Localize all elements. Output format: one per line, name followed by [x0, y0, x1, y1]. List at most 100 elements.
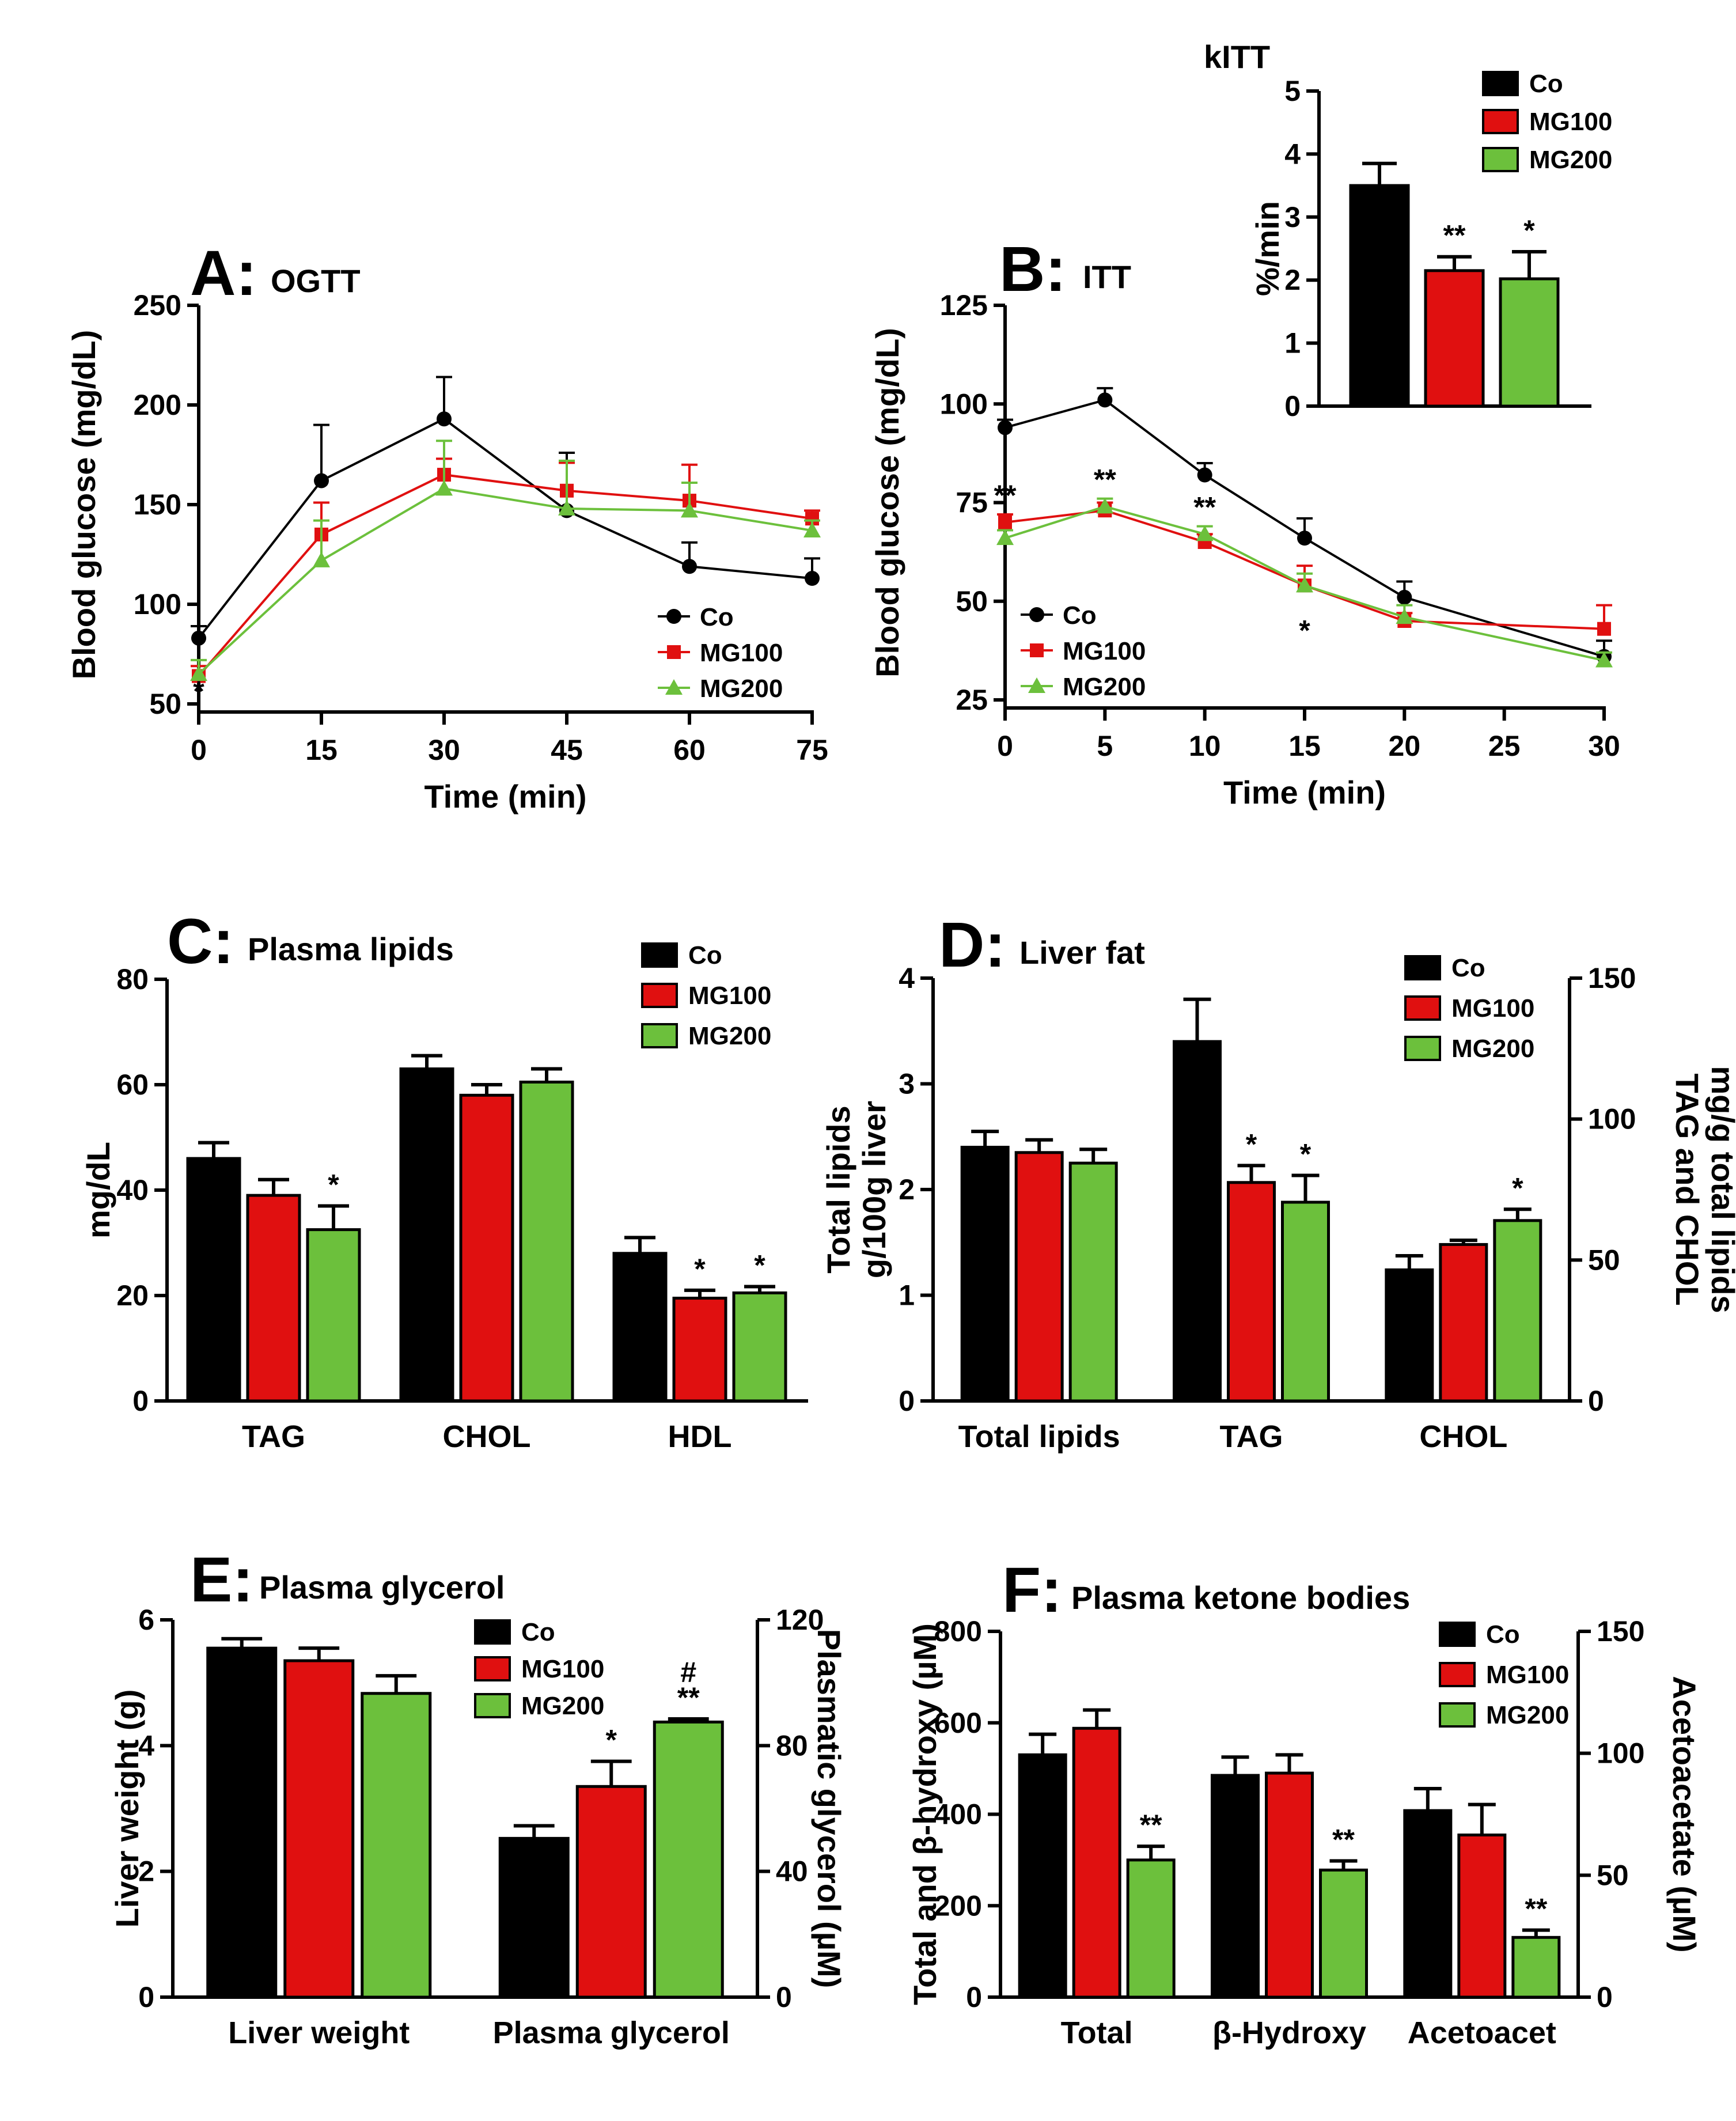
bar-mg100 [283, 1659, 355, 1999]
bar-mg200 [1511, 1936, 1561, 1999]
data-point-co [682, 559, 697, 574]
significance-marker: * [1299, 614, 1310, 646]
legend-marker-mg100 [1030, 643, 1044, 657]
legend-swatch-co [1482, 71, 1519, 96]
legend-marker-co [666, 609, 681, 624]
y2-axis-label: Acetoacetate (µM) [1666, 1676, 1703, 1952]
data-point-co [1397, 589, 1412, 605]
y2-tick-label: 0 [776, 1981, 792, 2013]
bar-co [1211, 1774, 1260, 1999]
legend-label-mg100: MG100 [1529, 108, 1612, 136]
y2-tick-label: 50 [1588, 1244, 1620, 1276]
y-tick-label: 4 [899, 962, 915, 994]
legend-swatch-mg100 [1482, 109, 1519, 134]
x-tick-label: 30 [428, 734, 460, 766]
y-tick-label: 60 [116, 1069, 149, 1101]
significance-marker: * [754, 1249, 765, 1281]
y-tick-label: 75 [956, 487, 988, 519]
y2-tick-label: 80 [776, 1729, 808, 1762]
y-tick-label: 0 [132, 1385, 149, 1417]
panel-letter: A: [190, 238, 257, 309]
bar-mg100 [1457, 1833, 1507, 1999]
data-point-mg200 [558, 499, 575, 516]
legend-label-mg200: MG200 [1451, 1035, 1534, 1063]
legend-swatch-mg200 [474, 1693, 511, 1718]
series-line-mg200 [198, 487, 813, 675]
y-tick-label: 150 [134, 488, 181, 521]
y-tick-label: 125 [940, 289, 988, 321]
bar-co [1385, 1268, 1434, 1403]
category-label: β-Hydroxy [1212, 2016, 1366, 2050]
significance-marker: ** [1094, 463, 1116, 495]
significance-marker: ** [1332, 1823, 1355, 1855]
x-tick-label: 15 [305, 734, 338, 766]
y-tick-label: 200 [934, 1889, 982, 1922]
panel-title: ITT [1083, 259, 1131, 295]
data-point-mg200 [681, 502, 698, 518]
y-tick-label: 1 [1284, 327, 1301, 359]
x-axis-label: Time (min) [1223, 774, 1386, 810]
bar-co [1018, 1753, 1067, 1999]
y-tick-label: 0 [966, 1981, 982, 2013]
bar-mg200 [1281, 1200, 1330, 1403]
legend-label-mg100: MG100 [1063, 637, 1146, 665]
legend-label-mg100: MG100 [1486, 1661, 1569, 1689]
data-point-mg100 [998, 515, 1012, 529]
significance-marker: * [694, 1253, 706, 1285]
panel-letter: D: [939, 910, 1006, 980]
data-point-mg200 [803, 521, 821, 537]
significance-marker: * [1523, 214, 1535, 247]
bar-co [206, 1646, 278, 1999]
legend-swatch-co [1404, 955, 1441, 980]
legend-label-co: Co [700, 603, 734, 631]
significance-marker: ** [1140, 1809, 1162, 1841]
legend-marker-mg200 [1028, 677, 1045, 693]
significance-marker: * [1300, 1138, 1312, 1171]
significance-marker: * [193, 675, 204, 707]
category-label: CHOL [443, 1419, 531, 1454]
data-point-mg200 [1296, 577, 1313, 593]
y2-tick-label: 100 [1597, 1737, 1644, 1770]
legend-label-co: Co [1529, 70, 1563, 98]
y-tick-label: 0 [1284, 390, 1301, 422]
bar-mg200 [519, 1080, 574, 1403]
data-point-mg200 [190, 665, 207, 681]
legend-swatch-mg200 [641, 1023, 678, 1048]
bar-co [612, 1252, 668, 1403]
x-tick-label: 20 [1389, 730, 1421, 762]
y2-tick-label: 0 [1588, 1385, 1604, 1417]
data-point-mg100 [1597, 622, 1611, 636]
legend-label-mg200: MG200 [700, 675, 783, 703]
y-axis-label: Blood glucose (mg/dL) [869, 328, 905, 677]
y-tick-label: 2 [899, 1173, 915, 1206]
y-tick-label: 1 [899, 1279, 915, 1312]
bar-mg100 [1227, 1181, 1276, 1403]
panel-title: Plasma lipids [248, 931, 454, 967]
category-label: Total lipids [958, 1419, 1120, 1454]
bar-co [1349, 184, 1410, 408]
x-axis-label: Time (min) [424, 778, 586, 815]
legend-swatch-co [641, 942, 678, 968]
data-point-mg200 [996, 529, 1014, 546]
x-tick-label: 30 [1588, 730, 1620, 762]
data-point-co [1297, 531, 1312, 546]
legend-swatch-mg200 [1404, 1036, 1441, 1061]
x-tick-label: 75 [796, 734, 828, 766]
legend-label-mg200: MG200 [688, 1022, 771, 1050]
y-tick-label: 50 [149, 688, 181, 720]
bar-mg200 [361, 1692, 432, 1999]
legend-label-co: Co [1486, 1620, 1520, 1649]
significance-marker: ** [1525, 1893, 1547, 1925]
y-axis-label: Liver weight (g) [109, 1690, 145, 1928]
significance-marker: * [1246, 1128, 1257, 1160]
legend-swatch-mg100 [1404, 995, 1441, 1021]
y-axis-label: mg/dL [80, 1142, 116, 1238]
legend-marker-mg100 [667, 645, 681, 659]
series-line-co [198, 417, 813, 639]
panel-letter: C: [167, 906, 234, 977]
x-tick-label: 15 [1288, 730, 1321, 762]
y2-tick-label: 50 [1597, 1859, 1629, 1891]
bar-mg200 [1319, 1868, 1368, 1999]
panel-f-ketone-bodies-chart: 0 200 400 600 800 0 50 100 150 Total and β-hydrox… [907, 1555, 1703, 2050]
